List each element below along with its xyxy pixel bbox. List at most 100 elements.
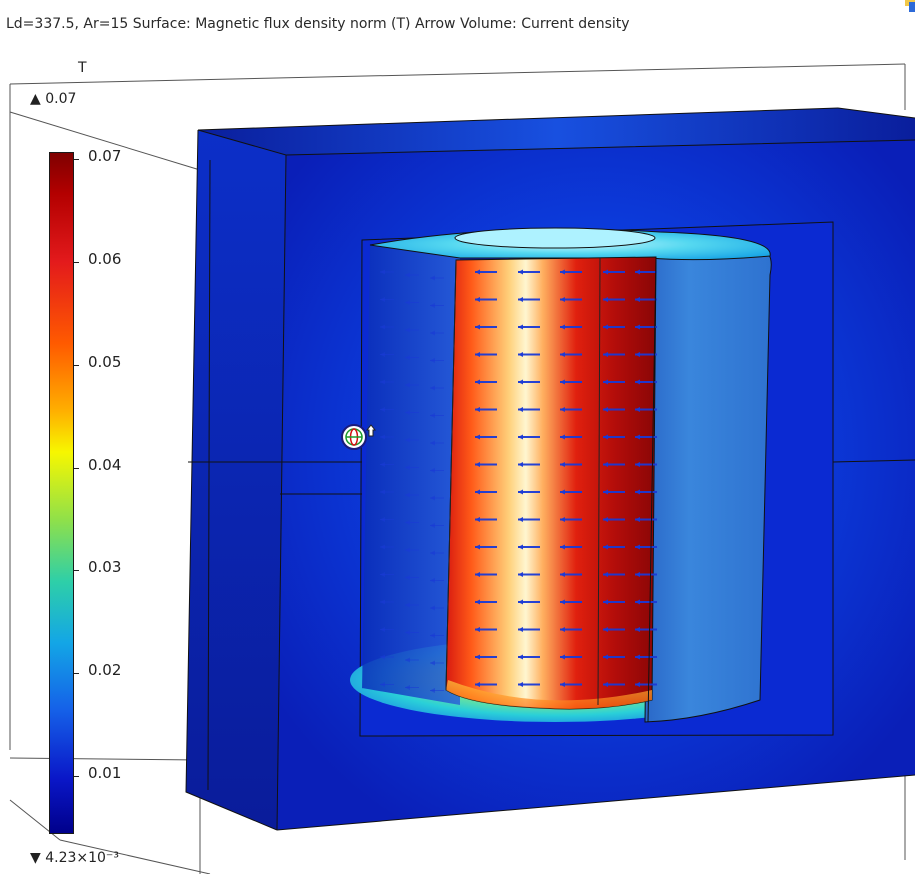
current-arrow-head: [475, 654, 480, 660]
current-arrow-head: [518, 297, 523, 302]
current-arrow-head: [635, 489, 640, 495]
colorbar-tick-mark: [74, 673, 79, 674]
current-arrow-head: [430, 275, 435, 281]
section-edge: [647, 256, 657, 723]
current-arrow-head: [430, 468, 435, 473]
current-arrow-head: [560, 572, 565, 577]
current-arrow-head: [603, 682, 608, 687]
current-arrow-head: [518, 517, 523, 522]
current-arrow-head: [430, 523, 435, 528]
rotate-globe-cursor-icon[interactable]: [340, 421, 380, 453]
current-arrow-head: [405, 300, 410, 305]
current-arrow-head: [475, 627, 480, 632]
current-arrow-head: [475, 379, 480, 385]
colorbar-tick-mark: [74, 570, 79, 571]
colorbar-tick-label: 0.01: [88, 764, 122, 782]
current-arrow-head: [430, 330, 435, 336]
coil-cylinder[interactable]: [445, 256, 657, 710]
current-arrow-head: [405, 520, 410, 525]
current-arrow-head: [560, 654, 565, 660]
current-arrow-head: [430, 550, 435, 556]
current-arrow-head: [518, 407, 523, 412]
current-arrow-head: [603, 269, 608, 275]
current-arrow-head: [518, 324, 523, 330]
current-arrow-head: [430, 358, 435, 363]
current-arrow-head: [405, 327, 410, 333]
current-arrow-head: [405, 657, 410, 663]
current-arrow-head: [430, 303, 435, 308]
colorbar-tick-mark: [74, 159, 79, 160]
current-arrow-head: [405, 355, 410, 360]
current-arrow-head: [603, 462, 608, 467]
current-arrow-head: [518, 572, 523, 577]
current-arrow-head: [380, 297, 385, 302]
current-arrow-head: [635, 324, 640, 330]
current-arrow-head: [380, 572, 385, 577]
current-arrow-head: [405, 685, 410, 690]
current-arrow-head: [380, 627, 385, 632]
current-arrow-head: [405, 272, 410, 278]
current-arrow-head: [405, 465, 410, 470]
current-arrow-head: [560, 352, 565, 357]
current-arrow-head: [560, 517, 565, 522]
current-arrow-head: [635, 627, 640, 632]
current-arrow-head: [560, 462, 565, 467]
current-arrow-head: [603, 297, 608, 302]
current-arrow-head: [635, 379, 640, 385]
bounding-box-lines: [9, 63, 906, 874]
current-arrow-head: [560, 297, 565, 302]
current-arrow-head: [475, 269, 480, 275]
current-arrow-head: [635, 517, 640, 522]
current-arrow-head: [518, 269, 523, 275]
current-arrow-head: [635, 352, 640, 357]
current-arrow-head: [560, 599, 565, 605]
current-arrow-head: [380, 379, 385, 385]
current-arrow-head: [475, 352, 480, 357]
current-arrow-head: [603, 324, 608, 330]
current-arrow-head: [518, 599, 523, 605]
colorbar-tick-mark: [74, 776, 79, 777]
current-arrow-head: [475, 434, 480, 440]
current-arrow-head: [603, 627, 608, 632]
current-arrow-head: [405, 437, 410, 443]
colorbar-tick-mark: [74, 365, 79, 366]
current-arrow-head: [560, 324, 565, 330]
current-arrow-head: [635, 654, 640, 660]
current-arrow-head: [430, 495, 435, 501]
current-arrow-head: [380, 599, 385, 605]
current-arrow-head: [560, 682, 565, 687]
current-arrow-head: [380, 407, 385, 412]
current-arrow-head: [405, 547, 410, 553]
current-arrow-head: [603, 489, 608, 495]
current-arrow-head: [475, 407, 480, 412]
winding-shell-right: [644, 247, 772, 723]
current-arrow-head: [603, 379, 608, 385]
current-arrow-head: [603, 434, 608, 440]
colorbar-tick-mark: [74, 262, 79, 263]
current-arrow-head: [560, 489, 565, 495]
current-arrow-head: [518, 462, 523, 467]
current-arrow-head: [430, 688, 435, 693]
current-arrow-head: [560, 379, 565, 385]
colorbar-min-label: ▼ 4.23×10⁻³: [30, 850, 119, 866]
current-arrow-head: [475, 324, 480, 330]
current-arrow-head: [560, 269, 565, 275]
current-arrow-head: [635, 599, 640, 605]
current-arrow-head: [405, 410, 410, 415]
current-arrow-head: [430, 385, 435, 391]
current-arrow-head: [380, 324, 385, 330]
current-arrow-head: [380, 682, 385, 687]
current-arrow-head: [603, 352, 608, 357]
current-arrow-head: [603, 407, 608, 412]
current-arrow-head: [635, 572, 640, 577]
current-arrow-head: [475, 297, 480, 302]
winding-shell-left: [362, 245, 460, 705]
colorbar-max-label: ▲ 0.07: [30, 91, 77, 107]
colorbar-tick-label: 0.06: [88, 250, 122, 268]
window-corner-icon[interactable]: [903, 0, 915, 12]
colorbar-tick-label: 0.03: [88, 558, 122, 576]
current-arrow-head: [635, 297, 640, 302]
current-arrow-head: [475, 599, 480, 605]
current-arrow-head: [560, 544, 565, 550]
